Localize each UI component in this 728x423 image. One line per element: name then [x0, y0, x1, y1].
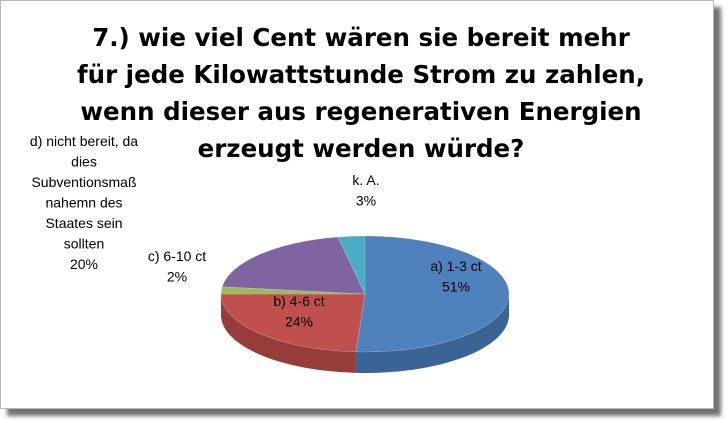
data-label-5-line-2: 3%	[356, 193, 376, 209]
data-label-4-line-5: Staates sein	[45, 215, 122, 231]
data-label-2-line-1: b) 4-6 ct	[273, 293, 324, 309]
data-label-4-line-6: sollten	[64, 236, 104, 252]
data-label-4-line-7: 20%	[70, 256, 98, 272]
chart-title-line-3: wenn dieser aus regenerativen Energien	[80, 97, 642, 126]
pie-slice-c-6-10	[220, 286, 366, 295]
data-label-1-line-1: a) 1-3 ct	[430, 258, 481, 274]
chart-title-line-2: für jede Kilowattstunde Strom zu zahlen,	[76, 60, 646, 89]
data-label-5-line-1: k. A.	[352, 172, 379, 188]
data-label-3-line-1: c) 6-10 ct	[148, 248, 206, 264]
data-label-2: b) 4-6 ct 24%	[273, 293, 324, 330]
data-label-3: c) 6-10 ct 2%	[148, 248, 206, 285]
data-label-1: a) 1-3 ct 51%	[430, 258, 481, 295]
chart-title-line-1: 7.) wie viel Cent wären sie bereit mehr	[92, 23, 630, 52]
pie-chart: a) 1-3 ct 51% b) 4-6 ct 24% c) 6-10 ct 2% d) n…	[30, 133, 510, 374]
data-label-4-line-4: nahemn des	[45, 195, 122, 211]
chart-frame: 7.) wie viel Cent wären sie bereit mehr …	[0, 0, 714, 409]
data-label-4: d) nicht bereit, da dies Subventionsmaß nah…	[30, 133, 138, 272]
data-label-2-line-2: 24%	[285, 314, 313, 330]
data-label-4-line-2: dies	[71, 154, 97, 170]
chart-title-line-4: erzeugt werden würde?	[197, 134, 525, 163]
pie-side-2	[221, 294, 356, 373]
data-label-5: k. A. 3%	[352, 172, 379, 209]
data-label-4-line-1: d) nicht bereit, da	[30, 133, 138, 149]
pie-slice-d-nicht	[221, 236, 366, 295]
data-label-3-line-2: 2%	[167, 269, 187, 285]
pie-slice-b-4-6	[220, 293, 366, 353]
chart-title: 7.) wie viel Cent wären sie bereit mehr …	[61, 19, 661, 167]
pie-side-1	[355, 294, 510, 374]
data-label-4-line-3: Subventionsmaß	[31, 174, 136, 190]
pie-slice-k-a	[337, 235, 366, 295]
pie-slice-a-1-3	[355, 235, 510, 353]
data-label-1-line-2: 51%	[442, 279, 470, 295]
